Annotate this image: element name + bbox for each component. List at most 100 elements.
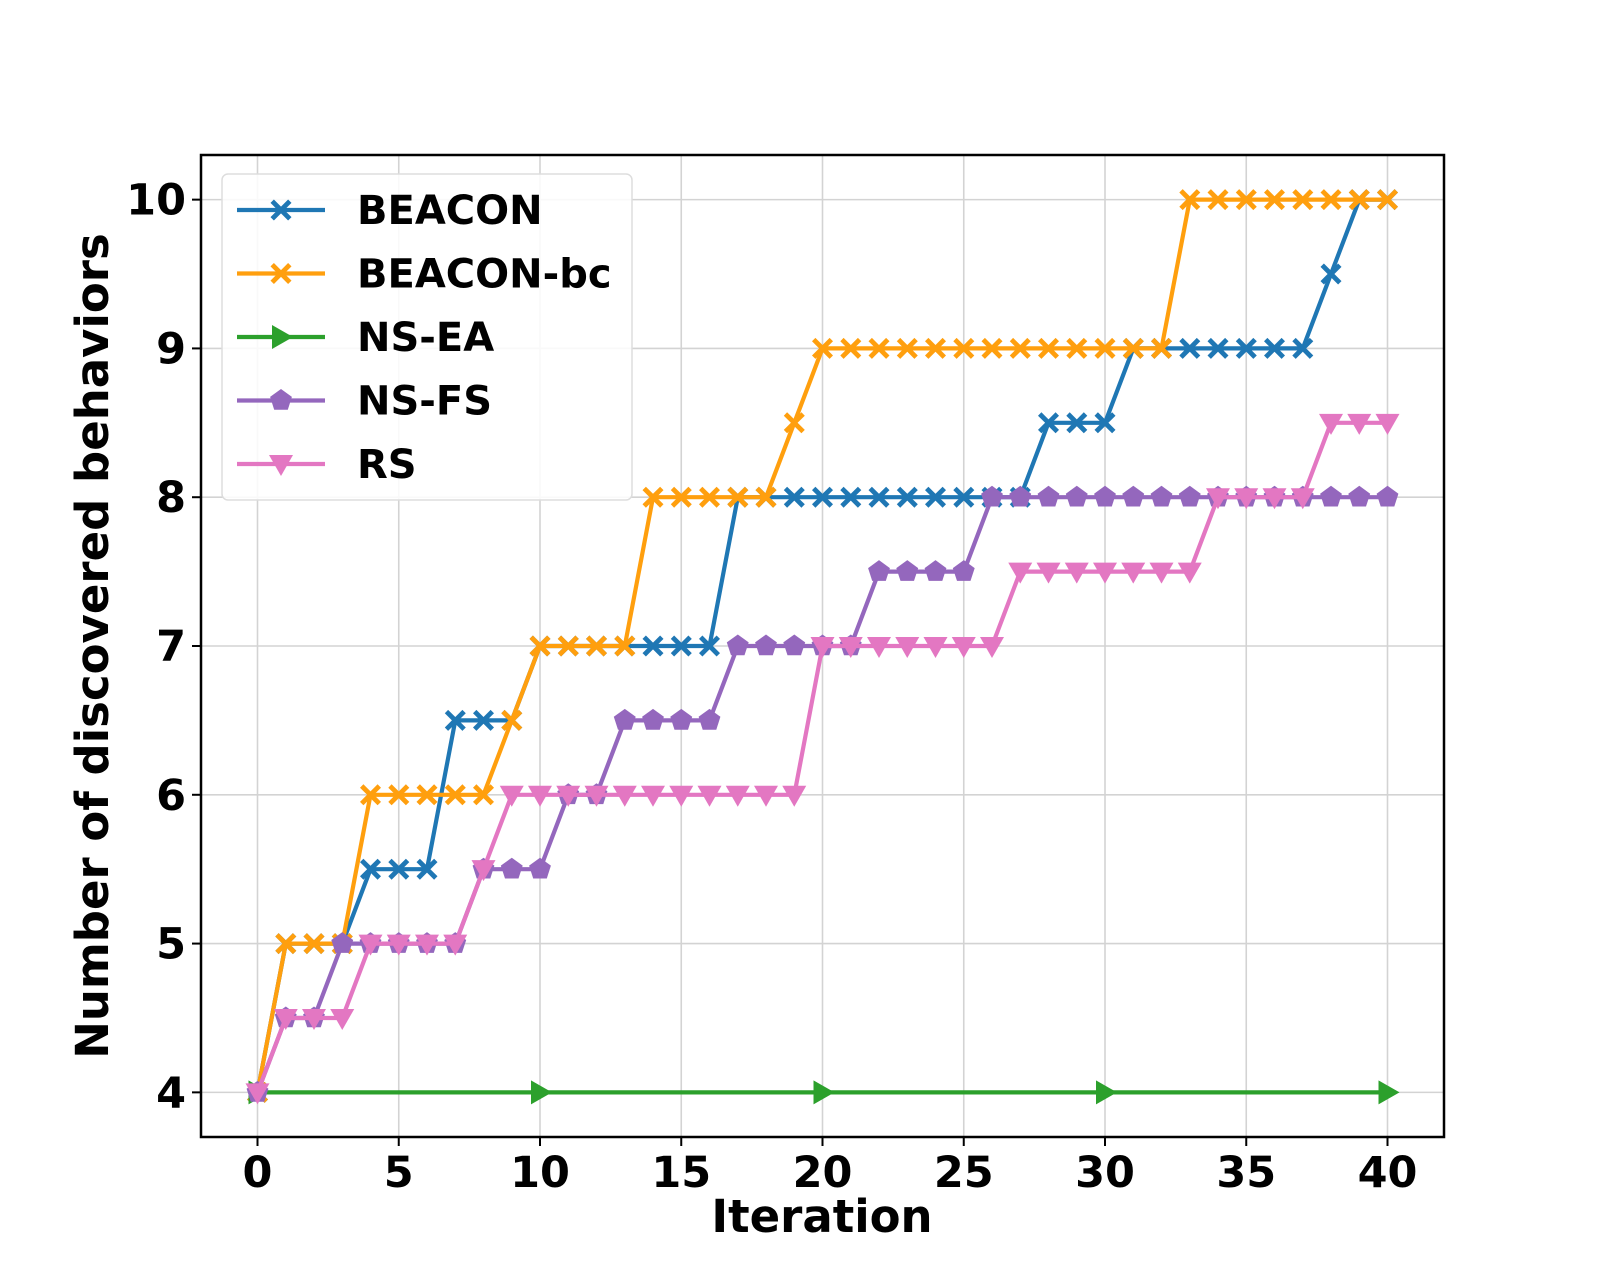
legend-item-ns-fs: NS-FS [237, 379, 492, 425]
data-point-beacon-bc [812, 337, 833, 359]
data-point-rs [782, 785, 807, 807]
y-axis-label: Number of discovered behaviors [66, 233, 119, 1059]
data-point-ns-fs [783, 634, 806, 656]
data-point-beacon-bc [1320, 189, 1342, 211]
data-point-ns-fs [981, 485, 1003, 507]
data-point-ns-fs [1009, 485, 1032, 507]
data-point-rs [838, 637, 863, 658]
data-point-rs [386, 934, 411, 956]
legend-marker [270, 389, 292, 410]
y-tick-label: 7 [156, 622, 186, 672]
data-point-rs [302, 1008, 326, 1030]
data-point-ns-fs [642, 708, 664, 730]
data-point-rs [1347, 413, 1372, 435]
data-point-beacon-bc [925, 337, 946, 359]
data-point-beacon [953, 486, 975, 508]
data-point-ns-fs [500, 857, 523, 879]
plot-series [245, 189, 1400, 1105]
legend-label: NS-EA [357, 315, 494, 361]
y-tick-label: 6 [156, 771, 186, 821]
data-point-beacon-bc [1377, 189, 1398, 211]
data-point-rs [1290, 488, 1315, 510]
data-point-beacon-bc [1179, 189, 1201, 211]
y-tick-label: 4 [156, 1068, 186, 1118]
data-point-ns-ea [1096, 1080, 1117, 1105]
data-point-beacon-bc [840, 337, 862, 359]
data-point-rs [1234, 488, 1259, 510]
data-point-beacon [868, 486, 890, 508]
data-point-rs [358, 934, 383, 956]
x-tick-label: 40 [1358, 1148, 1418, 1198]
data-point-ns-ea [813, 1080, 835, 1105]
data-point-rs [951, 637, 976, 658]
data-point-beacon [360, 858, 381, 880]
data-point-beacon-bc [1038, 337, 1059, 359]
legend-frame [221, 173, 633, 501]
data-point-ns-fs [1150, 485, 1173, 507]
data-point-beacon [1066, 412, 1088, 434]
data-point-beacon [1094, 412, 1116, 434]
data-point-beacon-bc [303, 933, 325, 955]
data-point-beacon [388, 858, 410, 880]
legend-marker [270, 199, 292, 221]
data-point-beacon [1292, 337, 1314, 359]
y-tick-label: 10 [126, 176, 186, 226]
legend-marker [269, 455, 293, 476]
data-point-rs [810, 637, 835, 658]
data-point-beacon-bc [360, 784, 381, 806]
data-point-ns-fs [896, 560, 919, 581]
legend-item-rs: RS [237, 442, 417, 488]
data-point-ns-fs [868, 560, 890, 581]
data-point-rs [1008, 562, 1033, 584]
y-tick-label: 9 [156, 324, 186, 374]
series-beacon-bc [247, 189, 1398, 1103]
data-point-ns-fs [1094, 485, 1116, 507]
data-point-beacon [1038, 412, 1059, 434]
data-point-beacon-bc [1066, 337, 1088, 359]
data-point-rs [415, 934, 439, 956]
data-point-beacon [812, 486, 833, 508]
data-point-ns-fs [1348, 485, 1371, 507]
data-point-beacon-bc [501, 709, 523, 731]
data-point-beacon-bc [670, 486, 692, 508]
data-point-beacon-bc [1292, 189, 1314, 211]
data-point-rs [471, 860, 496, 882]
data-point-beacon-bc [699, 486, 720, 508]
data-point-ns-ea [531, 1080, 552, 1105]
data-point-beacon [840, 486, 862, 508]
data-point-rs [895, 637, 920, 658]
x-tick-label: 15 [651, 1148, 711, 1198]
data-point-beacon-bc [953, 337, 975, 359]
data-point-rs [443, 934, 468, 956]
data-point-beacon-bc [1122, 337, 1144, 359]
data-point-rs [1262, 488, 1287, 510]
series-ns-ea [248, 1080, 1400, 1105]
x-tick-label: 20 [793, 1148, 853, 1198]
data-point-rs [754, 785, 778, 807]
data-point-beacon [1207, 337, 1229, 359]
data-point-ns-fs [952, 560, 975, 581]
data-point-beacon [925, 486, 946, 508]
data-point-beacon-bc [275, 933, 297, 955]
data-point-ns-fs [1122, 485, 1145, 507]
data-point-beacon-bc [981, 337, 1003, 359]
data-point-ns-ea [1378, 1080, 1400, 1105]
data-point-beacon-bc [529, 635, 551, 657]
data-point-ns-fs [1065, 485, 1088, 507]
data-point-beacon-bc [1151, 337, 1172, 359]
data-point-rs [669, 785, 694, 807]
legend-label: NS-FS [357, 379, 492, 425]
data-point-ns-fs [670, 708, 693, 730]
data-point-beacon-bc [416, 784, 438, 806]
data-point-beacon [699, 635, 720, 657]
data-point-beacon [642, 635, 664, 657]
data-point-beacon-bc [1348, 189, 1370, 211]
data-point-ns-fs [1376, 485, 1399, 507]
data-point-rs [245, 1083, 270, 1105]
y-tick-label: 8 [156, 473, 186, 523]
data-point-beacon-bc [388, 784, 410, 806]
data-point-rs [1121, 562, 1146, 584]
legend: BEACON BEACON-bc NS-EA NS-FS RS [221, 173, 633, 501]
